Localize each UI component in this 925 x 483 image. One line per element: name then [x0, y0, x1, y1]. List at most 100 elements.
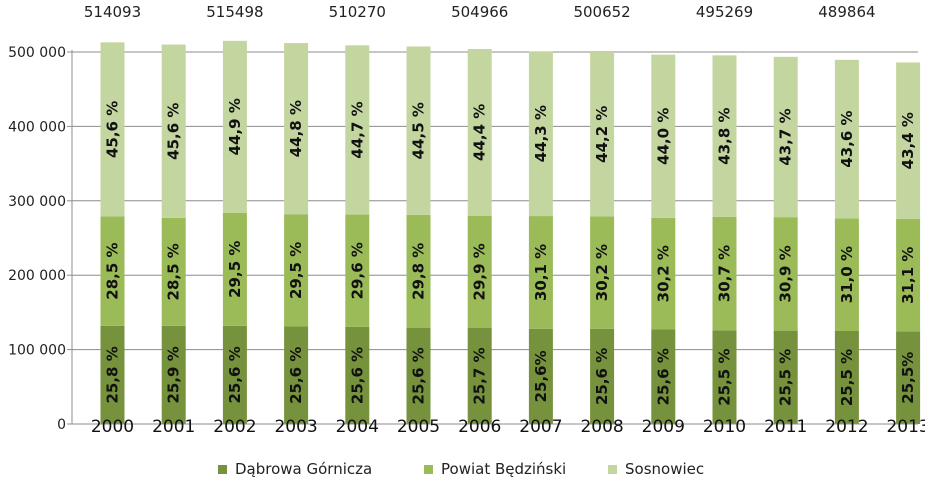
segment-label: 28,5 %	[104, 242, 122, 299]
segment-label: 43,4 %	[899, 112, 917, 169]
segment-label: 29,5 %	[287, 242, 305, 299]
segment-label: 31,0 %	[838, 246, 856, 303]
segment-label: 29,8 %	[410, 243, 428, 300]
total-label: 504966	[451, 3, 508, 21]
total-label: 515498	[206, 3, 263, 21]
bar-segment	[712, 55, 737, 217]
total-label: 495269	[696, 3, 753, 21]
segment-label: 43,7 %	[777, 108, 795, 165]
x-tick-label: 2013	[886, 417, 925, 437]
segment-label: 44,3 %	[532, 105, 550, 162]
x-tick-label: 2008	[580, 417, 623, 437]
segment-label: 30,7 %	[716, 245, 734, 302]
bar-segment	[651, 329, 676, 424]
segment-label: 44,5 %	[410, 102, 428, 159]
segment-label: 25,7 %	[471, 347, 489, 404]
segment-label: 45,6 %	[104, 101, 122, 158]
bar-segment	[896, 331, 921, 424]
legend-label: Sosnowiec	[625, 460, 704, 478]
x-tick-label: 2000	[91, 417, 134, 437]
y-tick-label: 100 000	[8, 343, 66, 359]
bar-segment	[773, 56, 798, 218]
total-labels: 514093 515498 510270 504966 500652 495269 4898…	[84, 3, 876, 21]
y-tick-label: 200 000	[8, 268, 66, 284]
bar-segment	[467, 49, 492, 216]
x-tick-label: 2006	[458, 417, 501, 437]
bar-segment	[528, 328, 553, 424]
bar-segment	[834, 59, 859, 219]
x-tick-label: 2011	[764, 417, 807, 437]
bar-segment	[651, 217, 676, 330]
bar-segment	[284, 214, 309, 327]
bar-segment	[345, 326, 370, 424]
segment-label: 25,9 %	[165, 346, 183, 403]
bars: 25,8 % 28,5 % 45,6 % 25,9 % 28,5 % 45,6 % 25,6…	[100, 40, 921, 424]
x-tick-label: 2009	[642, 417, 685, 437]
bar-segment	[590, 328, 615, 424]
y-tick-label: 300 000	[8, 194, 66, 210]
segment-label: 30,9 %	[777, 245, 795, 302]
total-label: 510270	[329, 3, 386, 21]
bar-segment	[773, 330, 798, 424]
total-label: 489864	[818, 3, 875, 21]
bar-segment	[834, 218, 859, 331]
x-tick-label: 2010	[703, 417, 746, 437]
bar-segment	[345, 45, 370, 215]
legend-swatch	[608, 465, 617, 474]
segment-label: 45,6 %	[165, 103, 183, 160]
bar-segment	[406, 46, 431, 215]
bar-segment	[100, 216, 125, 326]
legend-label: Dąbrowa Górnicza	[235, 460, 372, 478]
bar-segment	[161, 217, 186, 326]
y-tick-label: 0	[57, 417, 66, 433]
total-label: 500652	[573, 3, 630, 21]
segment-label: 30,2 %	[654, 245, 672, 302]
legend-label: Powiat Będziński	[441, 460, 566, 478]
x-tick-label: 2003	[274, 417, 317, 437]
segment-label: 29,5 %	[226, 241, 244, 298]
x-tick-label: 2012	[825, 417, 868, 437]
x-tick-label: 2004	[336, 417, 379, 437]
segment-label: 28,5 %	[165, 243, 183, 300]
bar-segment	[896, 62, 921, 220]
x-tick-label: 2001	[152, 417, 195, 437]
bar-segment	[651, 54, 676, 218]
x-tick-label: 2002	[213, 417, 256, 437]
segment-label: 25,6 %	[348, 347, 366, 404]
x-tick-label: 2007	[519, 417, 562, 437]
segment-label: 44,4 %	[471, 104, 489, 161]
y-axis: 0 100 000 200 000 300 000 400 000 500 000	[8, 45, 73, 433]
bar-segment	[222, 325, 247, 424]
bar-segment	[590, 52, 615, 217]
segment-label: 29,6 %	[348, 242, 366, 299]
segment-label: 44,8 %	[287, 100, 305, 157]
segment-label: 25,6 %	[593, 348, 611, 405]
bar-segment	[100, 42, 125, 217]
bar-segment	[590, 216, 615, 329]
legend: Dąbrowa Górnicza Powiat Będziński Sosnowie…	[218, 460, 704, 478]
segment-label: 25,5 %	[838, 349, 856, 406]
segment-label: 25,5 %	[716, 348, 734, 405]
segment-label: 44,7 %	[348, 101, 366, 158]
segment-label: 44,0 %	[654, 108, 672, 165]
segment-label: 25,6%	[532, 350, 550, 402]
segment-label: 43,8 %	[716, 107, 734, 164]
segment-label: 43,6 %	[838, 110, 856, 167]
segment-label: 25,5 %	[777, 349, 795, 406]
bar-segment	[406, 214, 431, 328]
segment-label: 25,6 %	[226, 346, 244, 403]
bar-segment	[345, 214, 370, 327]
bar-segment	[100, 325, 125, 424]
segment-label: 29,9 %	[471, 243, 489, 300]
x-axis: 2000 2001 2002 2003 2004 2005 2006 2007 2008 2009…	[72, 417, 925, 437]
bar-segment	[467, 215, 492, 329]
segment-label: 25,6 %	[654, 348, 672, 405]
segment-label: 44,2 %	[593, 106, 611, 163]
bar-segment	[284, 43, 309, 215]
bar-segment	[773, 217, 798, 331]
bar-segment	[528, 216, 553, 329]
bar-segment	[406, 327, 431, 424]
bar-segment	[161, 44, 186, 218]
bar-segment	[467, 328, 492, 424]
